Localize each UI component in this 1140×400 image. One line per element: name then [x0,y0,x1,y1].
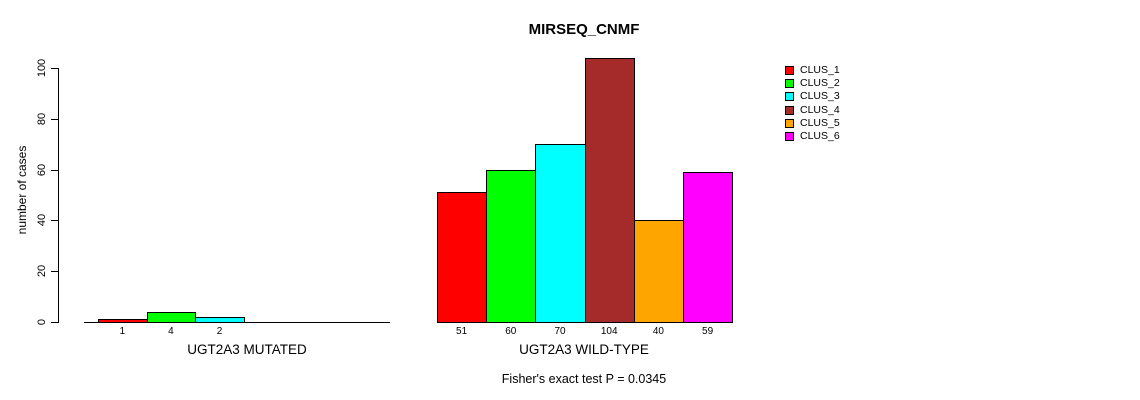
y-tick-label-0: 0 [36,318,48,326]
bar-mutated-clus_1 [98,319,148,323]
bar-label-wild-type-clus_4: 104 [600,326,618,337]
group-label-mutated: UGT2A3 MUTATED [187,342,307,357]
y-tick-label-100: 100 [36,58,48,78]
bar-label-wild-type-clus_1: 51 [456,326,468,337]
legend-label-clus_6: CLUS_6 [800,130,840,142]
fisher-test-annotation: Fisher's exact test P = 0.0345 [501,372,667,386]
bar-mutated-clus_2 [146,311,197,323]
y-tick-label-40: 40 [36,214,48,227]
group-label-wild-type: UGT2A3 WILD-TYPE [519,342,649,357]
bar-mutated-clus_3 [195,316,245,323]
bar-wild-type-clus_4 [584,57,635,323]
y-axis-label: number of cases [15,145,29,235]
y-tick-40 [51,220,58,222]
bar-wild-type-clus_1 [437,192,488,323]
y-tick-label-80: 80 [36,112,48,125]
legend-swatch-clus_1 [785,66,794,75]
chart-title: MIRSEQ_CNMF [528,21,640,38]
legend-label-clus_4: CLUS_4 [800,103,840,116]
legend-swatch-clus_6 [785,132,794,141]
y-tick-60 [51,169,58,171]
y-tick-label-60: 60 [36,163,48,176]
legend-label-clus_5: CLUS_5 [800,116,840,129]
y-tick-100 [51,68,58,69]
bar-label-mutated-clus_2: 4 [168,326,174,337]
legend-swatch-clus_4 [785,105,794,115]
y-axis-line [58,68,59,323]
bar-label-wild-type-clus_5: 40 [652,326,664,337]
bar-wild-type-clus_2 [486,169,537,323]
legend-swatch-clus_2 [785,79,794,89]
bar-label-mutated-clus_3: 2 [216,326,223,337]
bar-wild-type-clus_3 [535,144,586,323]
y-tick-label-20: 20 [36,265,48,278]
legend-label-clus_3: CLUS_3 [800,90,840,103]
bar-label-wild-type-clus_6: 59 [702,326,714,337]
bar-label-wild-type-clus_3: 70 [554,326,566,337]
bar-label-wild-type-clus_2: 60 [505,326,517,337]
legend-swatch-clus_5 [785,118,794,128]
bar-wild-type-clus_5 [633,220,684,323]
bar-label-mutated-clus_1: 1 [119,326,126,337]
legend-label-clus_1: CLUS_1 [800,64,840,76]
bar-wild-type-clus_6 [683,172,734,323]
legend-label-clus_2: CLUS_2 [800,77,840,90]
y-tick-0 [51,322,58,323]
legend-swatch-clus_3 [785,92,794,102]
y-tick-20 [51,271,58,273]
y-tick-80 [51,118,58,120]
